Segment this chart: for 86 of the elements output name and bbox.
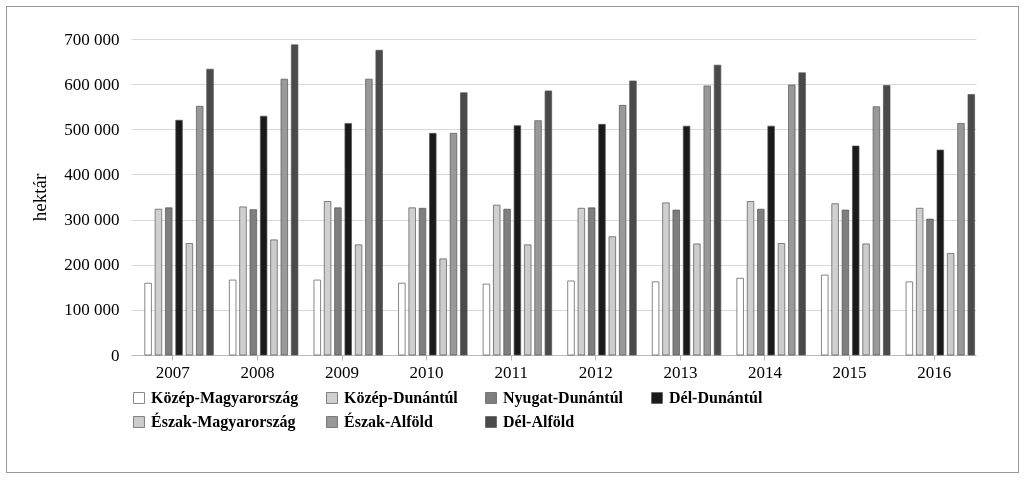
bar: [883, 85, 891, 356]
x-tick-label: 2016: [917, 362, 952, 382]
y-tick-label: 500 000: [64, 119, 120, 139]
bar: [947, 253, 955, 356]
bar: [862, 243, 870, 356]
x-tick-label: 2009: [325, 362, 360, 382]
bar: [608, 236, 616, 356]
bar: [821, 274, 829, 356]
bar: [544, 90, 553, 356]
x-tick-label: 2007: [155, 362, 191, 382]
bar: [313, 279, 321, 356]
bar: [598, 123, 606, 356]
bar: [788, 84, 796, 356]
bar: [229, 279, 237, 356]
bar: [841, 209, 850, 356]
bar: [354, 244, 363, 356]
y-tick-label: 600 000: [64, 74, 120, 94]
bar: [449, 133, 458, 356]
x-tick-label: 2014: [747, 362, 783, 382]
y-tick-label: 300 000: [64, 210, 120, 230]
y-tick-label: 700 000: [64, 29, 120, 49]
x-tick-label: 2015: [832, 362, 867, 382]
y-tick-label: 400 000: [64, 164, 120, 184]
legend-label: Észak-Alföld: [344, 412, 433, 430]
bar: [270, 239, 278, 356]
bar: [703, 85, 711, 356]
bar: [567, 280, 575, 356]
bar: [334, 207, 342, 356]
bar: [280, 78, 288, 356]
bar: [957, 123, 965, 356]
bar: [767, 125, 775, 356]
bar: [513, 125, 522, 356]
x-tick-label: 2012: [578, 362, 613, 382]
bar: [852, 145, 860, 356]
legend-label: Dél-Dunántúl: [669, 389, 763, 406]
bar: [872, 106, 881, 356]
bar: [429, 133, 437, 356]
bar: [249, 209, 257, 356]
legend-label: Nyugat-Dunántúl: [503, 389, 624, 407]
bar: [798, 72, 806, 356]
bar: [418, 207, 427, 356]
y-axis-title: hektár: [29, 173, 51, 222]
x-tick-label: 2011: [494, 362, 528, 382]
bar: [713, 64, 722, 356]
bar: [618, 105, 627, 356]
bar: [777, 243, 786, 356]
bar: [344, 123, 352, 356]
bar: [375, 49, 383, 356]
bar: [398, 282, 406, 356]
bar: [259, 115, 268, 356]
bar: [460, 92, 468, 356]
legend-label: Észak-Magyarország: [151, 412, 296, 431]
bar: [905, 281, 914, 356]
bar: [736, 277, 744, 356]
bar: [757, 208, 765, 356]
bar: [672, 209, 680, 356]
x-tick-label: 2013: [663, 362, 698, 382]
bar: [693, 243, 701, 356]
bar: [439, 258, 447, 356]
bar: [651, 281, 660, 356]
x-tick-label: 2010: [409, 362, 444, 382]
bar: [196, 105, 204, 356]
x-tick-label: 2008: [240, 362, 275, 382]
bar: [629, 80, 637, 356]
y-tick-label: 0: [111, 345, 120, 365]
bar: [503, 208, 511, 356]
bar: [588, 207, 596, 356]
bar: [175, 119, 183, 356]
bar: [534, 120, 542, 356]
bar: [165, 207, 173, 356]
bar: [290, 44, 299, 356]
bar: [926, 218, 934, 356]
legend-label: Közép-Magyarország: [151, 389, 299, 407]
bar: [482, 283, 491, 356]
bar: [185, 243, 194, 356]
bar: [682, 125, 691, 356]
bar: [936, 149, 944, 356]
y-tick-label: 100 000: [64, 300, 120, 320]
legend-label: Közép-Dunántúl: [344, 389, 459, 407]
bar: [967, 94, 975, 356]
y-tick-label: 200 000: [64, 255, 120, 275]
legend-label: Dél-Alföld: [503, 413, 575, 430]
bar: [144, 282, 152, 356]
bar: [524, 244, 532, 356]
bar: [365, 78, 373, 356]
bar: [206, 68, 214, 356]
